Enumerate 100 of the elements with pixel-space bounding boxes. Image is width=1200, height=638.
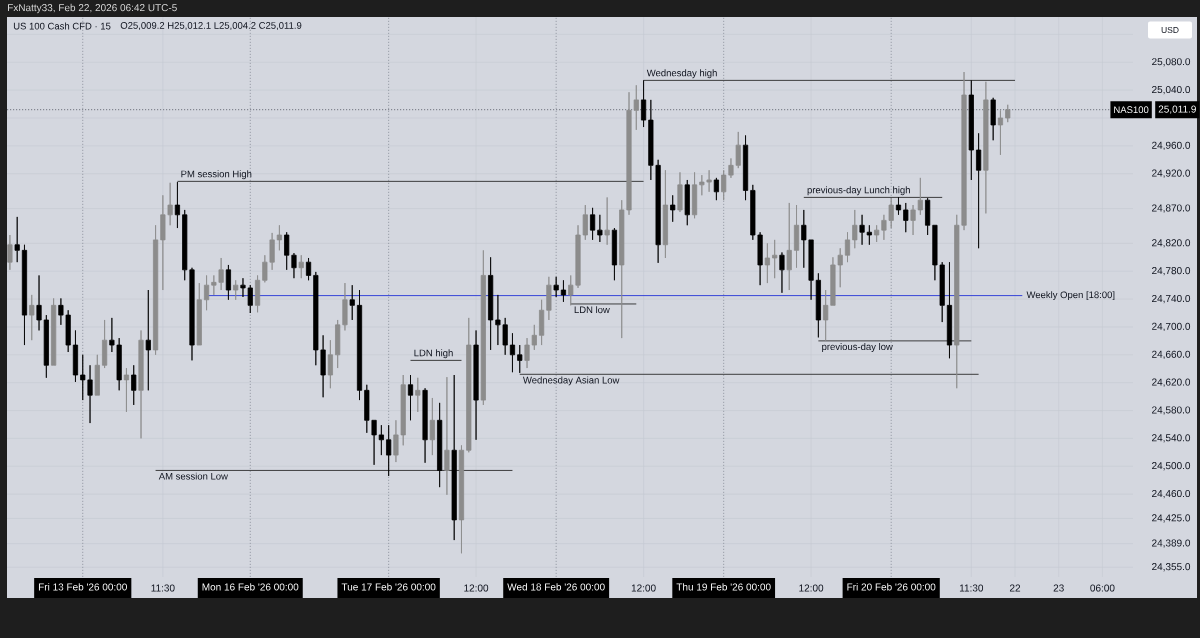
series-label: previous-day low — [822, 343, 893, 352]
candlestick — [466, 317, 472, 453]
candlestick — [429, 397, 435, 456]
candlestick — [123, 367, 130, 413]
ref-line-label: 25,011.9 — [1158, 105, 1196, 114]
x-tick-label: Fri 13 Feb '26 00:00 — [38, 583, 127, 591]
candlestick — [772, 239, 778, 279]
series-label: Weekly Open [18:00] — [1026, 291, 1115, 301]
candlestick — [684, 179, 690, 226]
candlestick — [451, 374, 457, 541]
candlestick — [473, 330, 479, 441]
candlestick — [1005, 104, 1011, 123]
candlestick — [823, 289, 829, 342]
candlestick — [422, 387, 428, 464]
y-tick-label: 24,870.0 — [1152, 204, 1191, 213]
candlestick — [444, 376, 450, 496]
candlestick — [786, 202, 792, 291]
candlestick — [917, 177, 923, 216]
y-tick-label: 25,080.0 — [1152, 58, 1191, 67]
y-tick-label: 24,820.0 — [1152, 239, 1191, 248]
candlestick — [859, 214, 865, 246]
y-axis-title: USD — [1161, 26, 1179, 33]
candlestick — [764, 242, 770, 284]
candlestick — [349, 284, 355, 321]
candlestick — [925, 197, 931, 236]
x-tick-label: 22 — [1009, 584, 1021, 592]
x-tick-label: 12:00 — [799, 584, 824, 592]
candlestick — [990, 97, 996, 141]
candlestick — [560, 279, 567, 303]
candlestick — [356, 289, 363, 401]
x-tick-label: Thu 19 Feb '26 00:00 — [676, 583, 771, 591]
y-tick-label: 24,500.0 — [1152, 462, 1191, 471]
x-tick-label: 11:30 — [959, 584, 984, 592]
x-tick-label: 23 — [1053, 584, 1064, 592]
candlestick — [976, 132, 982, 249]
candlestick — [895, 196, 902, 216]
series-label: PM session High — [181, 170, 252, 180]
candlestick — [844, 231, 851, 263]
candlestick — [378, 424, 384, 456]
y-tick-label: 24,540.0 — [1152, 434, 1191, 443]
candlestick — [815, 272, 821, 338]
candlestick — [539, 299, 545, 346]
y-tick-label: 24,700.0 — [1152, 322, 1191, 332]
x-tick-label: 06:00 — [1090, 584, 1115, 592]
candlestick — [131, 364, 137, 406]
candlestick — [29, 294, 35, 341]
series-label: LDN low — [574, 306, 610, 314]
candlestick — [946, 261, 953, 359]
candlestick — [14, 216, 20, 263]
candlestick — [233, 279, 239, 301]
candlestick — [640, 79, 647, 128]
candlestick — [779, 252, 785, 294]
y-tick-label: 24,740.0 — [1152, 294, 1191, 304]
candlestick — [145, 289, 151, 391]
candlestick — [174, 181, 181, 229]
candlestick — [691, 171, 698, 219]
candlestick — [51, 297, 57, 366]
candlestick — [590, 207, 596, 241]
candlestick — [254, 275, 261, 313]
y-tick-label: 24,960.0 — [1152, 141, 1191, 150]
y-tick-label: 24,660.0 — [1152, 350, 1191, 359]
x-tick-label: Tue 17 Feb '26 00:00 — [341, 583, 436, 591]
candlestick — [968, 79, 974, 181]
candlestick — [793, 204, 800, 269]
candlestick — [611, 227, 618, 281]
y-tick-label: 25,040.0 — [1152, 86, 1191, 95]
candlestick — [21, 244, 28, 346]
annotation: NAS100 — [1114, 106, 1149, 114]
x-tick-label: 12:00 — [631, 584, 656, 592]
y-tick-label: 24,460.0 — [1152, 489, 1191, 499]
y-tick-label: 24,920.0 — [1152, 169, 1191, 178]
candlestick — [983, 81, 989, 214]
candlestick — [604, 196, 610, 246]
candlestick — [866, 224, 872, 246]
candlestick — [415, 377, 421, 413]
candlestick — [102, 319, 108, 369]
annotation: O25,009.2 H25,012.1 L25,004.2 C25,011.9 — [120, 22, 302, 30]
series-label: Wednesday high — [646, 69, 717, 79]
candlestick — [553, 276, 559, 298]
chart-title: FxNatty33, Feb 22, 2026 06:42 UTC-5 — [8, 3, 177, 14]
candlestick — [509, 332, 516, 373]
candlestick — [94, 354, 100, 396]
candlestick — [852, 209, 858, 249]
candlestick — [153, 224, 159, 356]
candlestick — [517, 344, 523, 374]
y-tick-label: 24,355.0 — [1152, 563, 1191, 572]
x-tick-label: Wed 18 Feb '26 00:00 — [507, 583, 605, 591]
candlestick — [7, 234, 13, 271]
series-label: previous-day Lunch high — [807, 186, 910, 196]
candlestick — [437, 402, 443, 488]
candlestick — [225, 264, 231, 301]
candlestick — [298, 254, 304, 279]
candlestick — [874, 224, 880, 243]
candlestick — [742, 135, 749, 201]
candlestick — [480, 249, 486, 406]
candlestick — [458, 444, 465, 554]
chart-subtitle: US 100 Cash CFD · 15 — [13, 22, 111, 30]
candlestick — [546, 276, 552, 321]
candlestick — [196, 282, 202, 346]
y-tick-label: 24,425.0 — [1152, 514, 1191, 523]
